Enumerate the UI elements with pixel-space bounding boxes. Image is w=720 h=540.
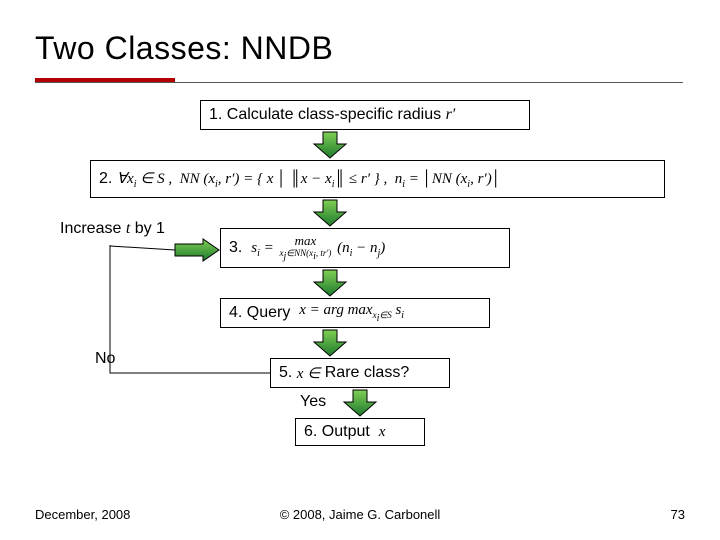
step-5-num: 5. xyxy=(279,364,292,382)
step-1-num: 1. xyxy=(209,106,222,124)
step-5-box: 5. x ∈ Rare class? xyxy=(270,358,450,388)
step-2-num: 2. xyxy=(99,170,112,188)
title-underline xyxy=(35,82,683,83)
step-5-var: x ∈ xyxy=(297,364,320,383)
yes-label: Yes xyxy=(300,393,326,411)
footer-page-number: 73 xyxy=(671,507,685,522)
step-2-formula: ∀xi ∈ S , NN (xi, r′) = { x │ ║x − xi║ ≤… xyxy=(117,169,501,190)
step-5-text: Rare class? xyxy=(325,364,409,382)
step-1-tail: r′ xyxy=(446,106,456,124)
arrow-5-to-6 xyxy=(340,388,380,418)
step-6-num: 6. xyxy=(304,423,317,441)
arrow-3-to-4 xyxy=(310,268,350,298)
arrow-2-to-3 xyxy=(310,198,350,228)
step-1-text: Calculate class-specific radius xyxy=(227,106,441,124)
step-4-formula: x = arg maxxi∈S si xyxy=(299,302,404,324)
loop-connector xyxy=(108,240,178,252)
arrow-4-to-5 xyxy=(310,328,350,358)
step-6-var: x xyxy=(379,424,386,441)
step-2-box: 2. ∀xi ∈ S , NN (xi, r′) = { x │ ║x − xi… xyxy=(90,160,665,198)
arrow-1-to-2 xyxy=(310,130,350,160)
increase-to-3-arrow xyxy=(173,238,223,262)
page-title: Two Classes: NNDB xyxy=(35,30,333,67)
footer-copyright: © 2008, Jaime G. Carbonell xyxy=(0,507,720,522)
no-loop-arrow xyxy=(60,235,280,380)
step-6-text: Output xyxy=(322,423,370,441)
step-6-box: 6. Output x xyxy=(295,418,425,446)
step-1-box: 1. Calculate class-specific radius r′ xyxy=(200,100,530,130)
